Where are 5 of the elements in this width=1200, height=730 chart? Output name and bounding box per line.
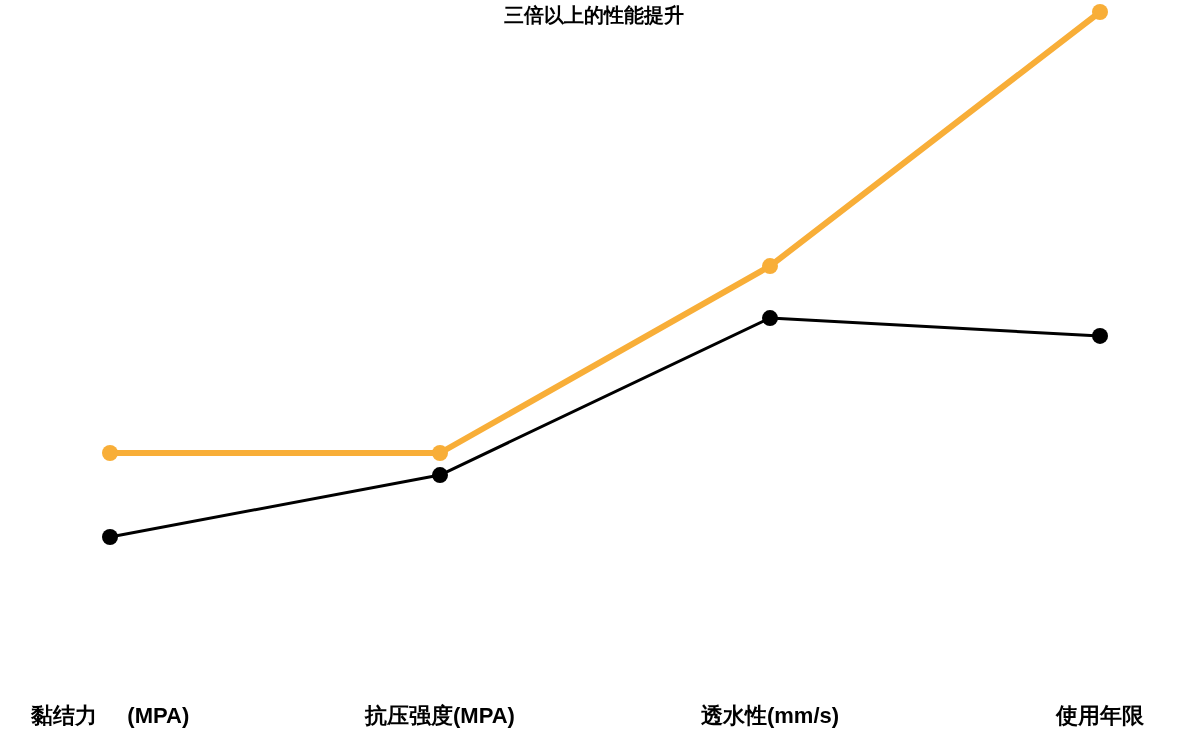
x-tick-label: 黏结力 (MPA) <box>30 703 190 728</box>
x-tick-label: 使用年限 <box>1056 703 1144 728</box>
x-tick-label: 透水性(mm/s) <box>700 703 840 728</box>
x-tick-label: 抗压强度(MPA) <box>365 703 515 728</box>
title: 三倍以上的性能提升 <box>504 4 684 26</box>
